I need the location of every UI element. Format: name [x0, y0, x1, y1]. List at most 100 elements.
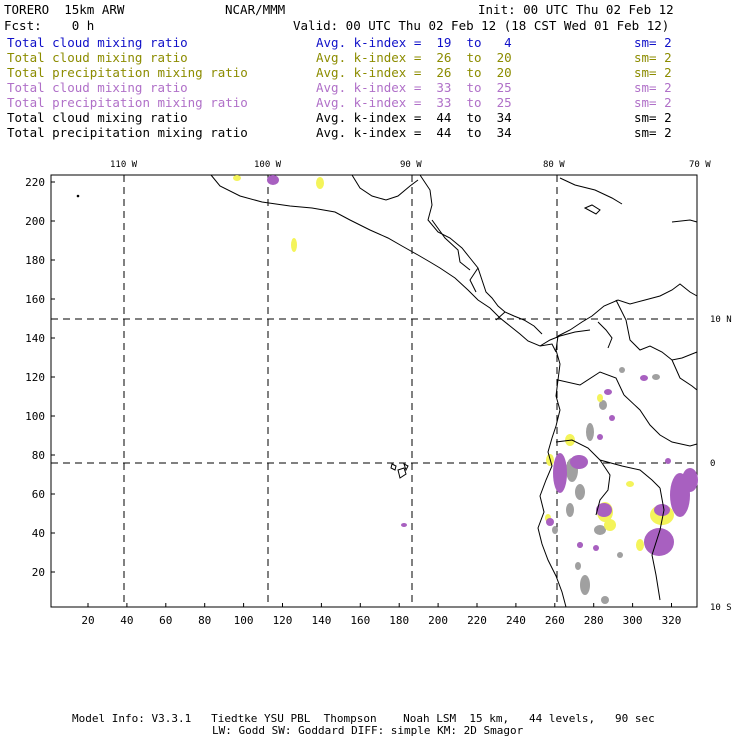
valid-time: Valid: 00 UTC Thu 02 Feb 12 (18 CST Wed …: [293, 18, 670, 33]
x-tick-label: 160: [350, 614, 370, 627]
y-tick-label: 100: [25, 410, 45, 423]
x-tick-label: 320: [662, 614, 682, 627]
model-info: Model Info: V3.3.1 Tiedtke YSU PBL Thomp…: [72, 712, 655, 725]
y-tick-label: 40: [32, 527, 45, 540]
graticule: [51, 175, 697, 607]
country-border: [431, 219, 471, 271]
y-tick-label: 160: [25, 293, 45, 306]
tick-marks: [51, 181, 672, 607]
y-tick-label: 220: [25, 176, 45, 189]
galapagos-island: [403, 463, 409, 472]
x-tick-label: 300: [623, 614, 643, 627]
x-tick-label: 80: [198, 614, 211, 627]
country-border: [651, 487, 665, 601]
gray-area: [566, 503, 574, 517]
legend-smoothing: sm= 2: [634, 80, 672, 95]
country-border: [595, 459, 611, 516]
legend-kindex: Avg. k-index = 44 to 34: [316, 125, 512, 140]
cuba-coast: [559, 177, 623, 205]
x-tick-label: 180: [389, 614, 409, 627]
lon-label: 100 W: [254, 160, 282, 170]
country-border: [555, 439, 661, 489]
gray-area: [617, 552, 623, 558]
purple-area: [570, 455, 588, 469]
purple-area: [604, 389, 612, 395]
legend-field-name: Total cloud mixing ratio: [7, 80, 188, 95]
country-border: [539, 343, 557, 353]
caribbean-coast: [419, 174, 543, 335]
y-tick-label: 80: [32, 449, 45, 462]
legend-smoothing: sm= 2: [634, 35, 672, 50]
x-tick-label: 200: [428, 614, 448, 627]
legend-field-name: Total cloud mixing ratio: [7, 110, 188, 125]
x-tick-label: 240: [506, 614, 526, 627]
gray-area: [586, 423, 594, 441]
purple-area: [640, 375, 648, 381]
x-tick-label: 280: [584, 614, 604, 627]
gray-area: [652, 374, 660, 380]
country-border: [557, 371, 625, 396]
island: [583, 204, 601, 215]
legend-kindex: Avg. k-index = 26 to 20: [316, 65, 512, 80]
legend-kindex: Avg. k-index = 26 to 20: [316, 50, 512, 65]
purple-area: [546, 518, 554, 526]
legend-kindex: Avg. k-index = 19 to 4: [316, 35, 512, 50]
purple-area: [401, 523, 407, 527]
purple-area: [577, 542, 583, 548]
yellow-area: [233, 175, 241, 181]
purple-area: [553, 453, 567, 493]
x-tick-label: 100: [234, 614, 254, 627]
lon-label: 90 W: [400, 160, 422, 170]
lon-label: 110 W: [110, 160, 138, 170]
longitude-labels: 110 W 100 W 90 W 80 W 70 W: [110, 160, 711, 170]
gray-area: [599, 400, 607, 410]
model-title: TORERO 15km ARW: [4, 2, 125, 17]
init-time: Init: 00 UTC Thu 02 Feb 12: [478, 2, 674, 17]
yellow-area: [636, 539, 644, 551]
pacific-coast: [210, 174, 591, 347]
purple-area: [267, 175, 279, 185]
physics-info: LW: Godd SW: Goddard DIFF: simple KM: 2D…: [212, 724, 524, 737]
purple-area: [644, 528, 674, 556]
lat-label: 0: [710, 459, 715, 469]
country-border: [495, 311, 506, 321]
legend-smoothing: sm= 2: [634, 95, 672, 110]
x-grid-ticks: 20 40 60 80 100 120 140 160 180 200 220 240 260 280 30…: [81, 614, 681, 627]
country-border: [469, 267, 479, 293]
legend-smoothing: sm= 2: [634, 65, 672, 80]
gray-area: [575, 562, 581, 570]
forecast-hour: Fcst: 0 h: [4, 18, 95, 33]
legend-kindex: Avg. k-index = 44 to 34: [316, 110, 512, 125]
y-grid-ticks: 220 200 180 160 140 120 100 80 60 40 20: [25, 176, 45, 579]
legend-field-name: Total precipitation mixing ratio: [7, 125, 248, 140]
purple-area: [654, 504, 670, 516]
yellow-area: [597, 394, 603, 402]
purple-area: [593, 545, 599, 551]
legend-field-name: Total cloud mixing ratio: [7, 50, 188, 65]
legend-smoothing: sm= 2: [634, 125, 672, 140]
purple-area: [596, 503, 612, 517]
lat-label: 10 N: [710, 315, 732, 325]
organization-label: NCAR/MMM: [225, 2, 286, 17]
lon-label: 70 W: [689, 160, 711, 170]
field-shading: [233, 175, 698, 604]
islet: [76, 194, 80, 198]
legend-kindex: Avg. k-index = 33 to 25: [316, 95, 512, 110]
purple-area: [665, 458, 671, 464]
gray-area: [580, 575, 590, 595]
y-tick-label: 60: [32, 488, 45, 501]
yellow-area: [291, 238, 297, 252]
yellow-area: [604, 519, 616, 531]
purple-area: [597, 434, 603, 440]
legend-field-name: Total precipitation mixing ratio: [7, 95, 248, 110]
x-tick-label: 260: [545, 614, 565, 627]
gray-area: [619, 367, 625, 373]
yucatan-coast: [351, 174, 419, 201]
y-tick-label: 20: [32, 566, 45, 579]
galapagos-island: [397, 467, 407, 479]
y-tick-label: 140: [25, 332, 45, 345]
purple-area: [682, 468, 698, 492]
lon-label: 80 W: [543, 160, 565, 170]
x-tick-label: 60: [159, 614, 172, 627]
